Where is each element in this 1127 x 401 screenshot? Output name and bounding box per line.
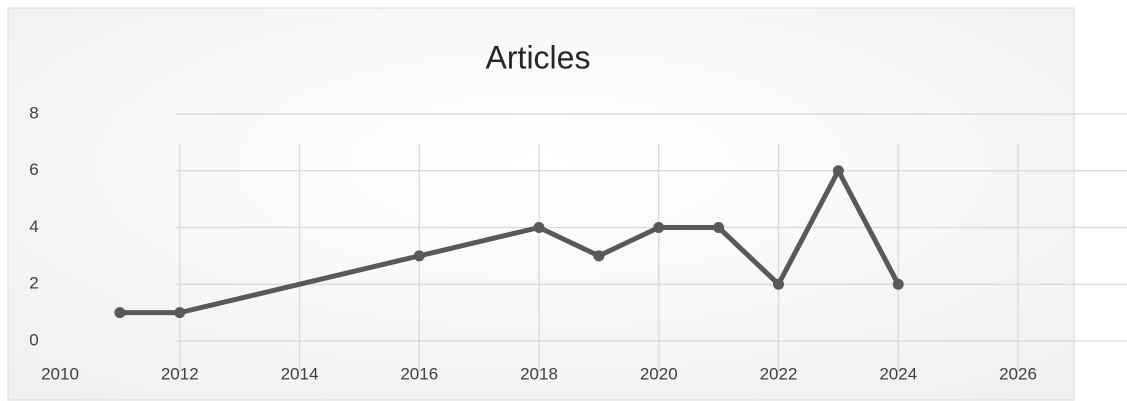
marker: [593, 250, 605, 262]
marker: [892, 278, 904, 290]
x-tick-label: 2022: [760, 364, 798, 383]
marker: [713, 222, 725, 233]
line: [119, 168, 901, 316]
x-tick-label: 2018: [520, 364, 558, 383]
marker: [114, 307, 126, 319]
x-tick-label: 2016: [400, 364, 438, 383]
marker: [773, 278, 784, 290]
marker: [533, 222, 545, 233]
marker: [174, 307, 186, 319]
x-tick-label: 2024: [879, 364, 917, 383]
y-tick-label: 2: [29, 274, 38, 293]
marker: [413, 250, 425, 262]
chart-area: [7, 7, 1075, 401]
y-tick-label: 0: [29, 330, 38, 349]
marker: [832, 165, 844, 177]
y-tick-label: 6: [29, 160, 38, 179]
x-tick-label: 2012: [161, 364, 199, 383]
x-tick-label: 2010: [41, 364, 79, 383]
y-tick-label: 8: [29, 103, 38, 122]
x-tick-label: 2014: [281, 364, 319, 383]
x-tick-label: 2020: [640, 364, 678, 383]
y-tick-label: 4: [29, 217, 38, 236]
chart-title: Articles: [486, 39, 591, 75]
marker: [653, 222, 665, 233]
x-tick-label: 2026: [999, 364, 1037, 383]
